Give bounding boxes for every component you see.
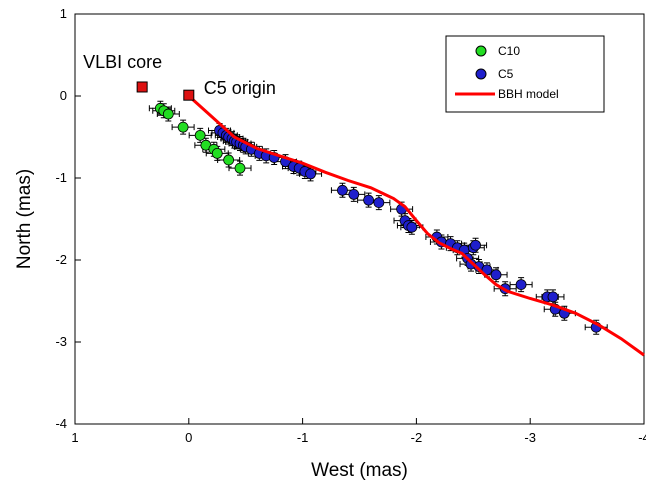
legend-box <box>445 35 605 113</box>
y-axis-title: North (mas) <box>14 169 35 269</box>
point-c5 <box>406 221 418 233</box>
point-c5 <box>363 194 375 206</box>
y-tick-label: -4 <box>55 416 67 431</box>
x-tick-label: -4 <box>638 430 646 445</box>
legend-label-c10: C10 <box>498 44 520 58</box>
point-c5 <box>305 168 316 180</box>
point-c5 <box>547 291 559 303</box>
y-tick-label: 0 <box>60 88 67 103</box>
annotations: VLBI core C5 origin <box>83 52 276 101</box>
vlbi-core-marker <box>136 81 148 93</box>
legend-label-c5: C5 <box>498 67 514 81</box>
point-c10 <box>234 162 246 174</box>
c5-origin-label: C5 origin <box>204 78 276 98</box>
legend: C10 C5 BBH model <box>445 35 605 113</box>
x-tick-label: 1 <box>71 430 78 445</box>
x-tick-label: 0 <box>185 430 192 445</box>
model-curve-group <box>187 94 645 357</box>
point-c5 <box>373 197 385 209</box>
y-tick-label: -1 <box>55 170 67 185</box>
c5-origin-marker <box>183 89 195 101</box>
legend-marker-c10 <box>475 45 487 57</box>
point-c5 <box>515 279 527 291</box>
vlbi-core-label: VLBI core <box>83 52 162 72</box>
x-tick-label: -2 <box>411 430 423 445</box>
point-c10 <box>223 154 235 166</box>
legend-label-bbh: BBH model <box>498 87 559 101</box>
point-c10 <box>194 129 206 141</box>
legend-marker-c5 <box>475 68 487 80</box>
bbh-model-line <box>187 94 645 357</box>
y-tick-label: -3 <box>55 334 67 349</box>
y-tick-label: 1 <box>60 6 67 21</box>
point-c5 <box>337 184 348 196</box>
point-c10 <box>177 121 189 133</box>
point-c5 <box>470 239 481 251</box>
x-tick-label: -3 <box>524 430 536 445</box>
x-axis-title: West (mas) <box>311 460 408 481</box>
y-tick-label: -2 <box>55 252 67 267</box>
axis-ticks: 1 0 -1 -2 -3 -4 1 0 -1 -2 -3 -4 <box>55 6 646 445</box>
point-c5 <box>348 188 360 200</box>
x-tick-label: -1 <box>297 430 309 445</box>
point-c10 <box>211 147 223 159</box>
point-c5 <box>490 269 502 281</box>
point-c10 <box>162 108 174 120</box>
